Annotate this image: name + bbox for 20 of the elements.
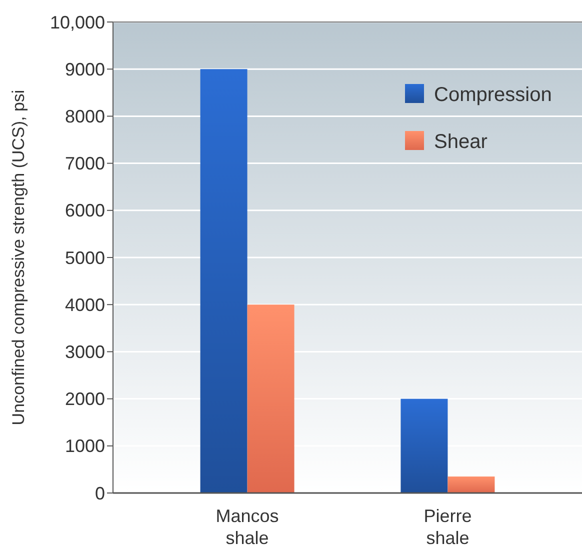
- x-tick-label: Pierre shale: [424, 506, 472, 548]
- y-tick-label: 9000: [64, 59, 105, 80]
- y-tick-label: 1000: [64, 436, 105, 456]
- y-tick-label: 5000: [64, 248, 105, 268]
- y-tick-label: 2000: [64, 389, 105, 410]
- y-tick-label: 6000: [64, 200, 105, 221]
- y-tick-label: 8000: [64, 106, 105, 126]
- y-tick-label: 3000: [64, 342, 105, 362]
- y-tick-label: 0: [94, 483, 105, 504]
- legend-label: Shear: [434, 131, 488, 153]
- legend-label: Compression: [434, 84, 552, 106]
- bar: [400, 398, 448, 493]
- y-tick-label: 4000: [64, 294, 105, 315]
- bar: [247, 304, 294, 493]
- bar: [200, 69, 248, 493]
- y-tick-label: 10,000: [50, 12, 105, 32]
- y-axis-title: Unconfined compressive strength (UCS), psi: [9, 90, 28, 426]
- y-tick-label: 7000: [64, 154, 105, 174]
- x-tick-label: Mancos shale: [216, 506, 279, 548]
- bar: [448, 476, 495, 493]
